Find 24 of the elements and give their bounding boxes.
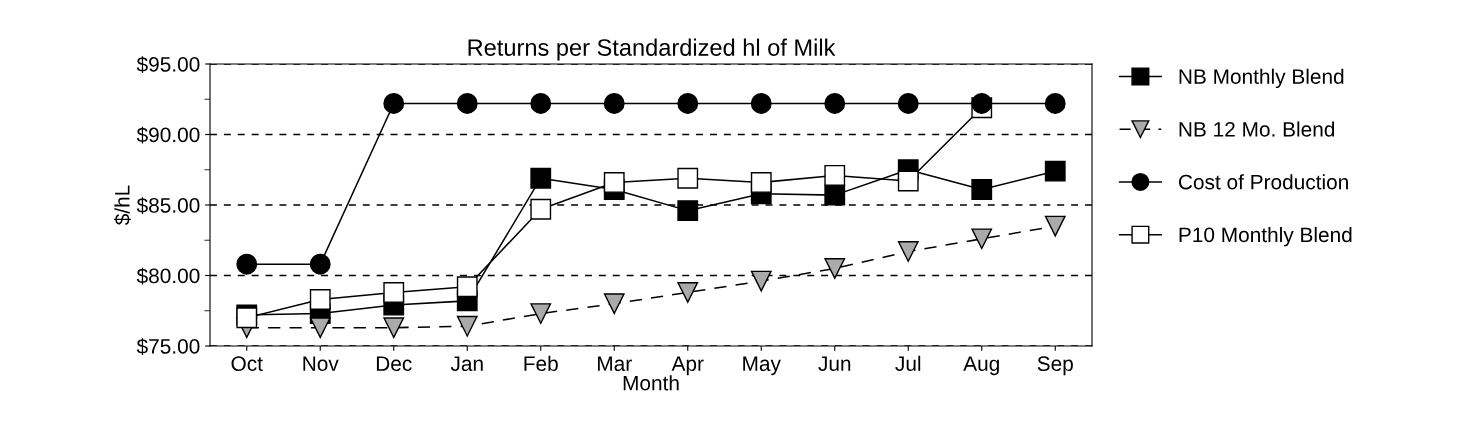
legend-label: Cost of Production	[1178, 174, 1348, 190]
x-tick-label: Oct	[231, 356, 263, 372]
x-tick-label: Mar	[598, 356, 632, 372]
x-tick-label: Jul	[895, 355, 921, 372]
y-tick-label: $80.00	[136, 267, 200, 285]
x-tick-label: Jun	[818, 356, 851, 372]
x-tick-label: Apr	[671, 356, 704, 376]
y-tick-label: $95.00	[136, 56, 200, 73]
legend-label: P10 Monthly Blend	[1179, 226, 1352, 247]
y-axis-title: $/hL	[114, 185, 131, 226]
y-tick-label: $75.00	[136, 338, 200, 355]
y-tick-label: $90.00	[136, 126, 200, 144]
x-tick-label: Sep	[1037, 356, 1073, 376]
x-tick-label: Nov	[303, 356, 339, 372]
x-axis-title: Month	[623, 375, 679, 391]
x-tick-label: Jan	[450, 356, 483, 372]
legend-label: NB 12 Mo. Blend	[1179, 121, 1335, 137]
x-tick-label: Dec	[376, 356, 412, 372]
x-tick-label: Feb	[524, 355, 558, 372]
x-tick-label: Aug	[963, 356, 999, 376]
y-tick-label: $85.00	[136, 197, 200, 214]
x-tick-label: May	[743, 356, 781, 376]
legend-label: NB Monthly Blend	[1179, 68, 1344, 89]
chart-title: Returns per Standardized hl of Milk	[468, 38, 836, 61]
